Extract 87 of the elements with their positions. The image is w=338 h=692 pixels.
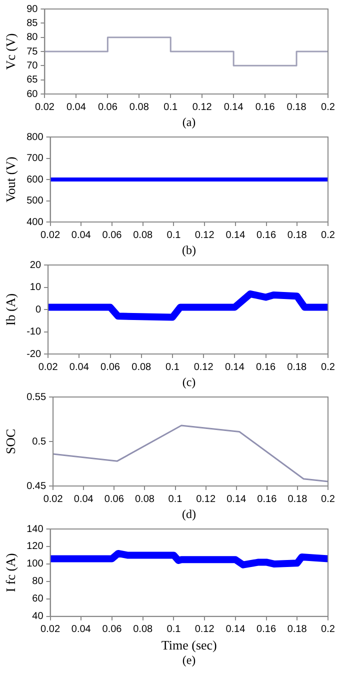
y-tick-label: 120	[26, 541, 44, 552]
x-tick-label: 0.06	[102, 624, 122, 636]
y-tick-label: 0.5	[32, 436, 46, 448]
x-tick-label: 0.12	[194, 230, 215, 241]
x-tick-label: 0.08	[129, 102, 150, 113]
x-tick-label: 0.18	[288, 494, 308, 505]
y-tick-label: 140	[26, 524, 44, 535]
x-tick-label: 0.12	[196, 494, 216, 505]
x-tick-label: 0.1	[166, 624, 182, 636]
y-tick-label: 600	[26, 174, 44, 186]
x-tick-label: 0.08	[134, 494, 155, 505]
y-tick-label: 500	[26, 196, 44, 206]
text: (b)	[181, 243, 197, 257]
y-tick-label: 0	[35, 304, 42, 316]
y-tick-label: 100	[26, 558, 44, 570]
x-tick-label: 0.04	[71, 624, 92, 636]
y-axis-title: Vc (V)	[3, 33, 18, 70]
x-tick-label: 0.14	[224, 102, 244, 113]
x-tick-label: 0.06	[100, 362, 120, 373]
y-tick-label: 10	[30, 282, 42, 293]
y-axis-title: Vout (V)	[3, 156, 18, 202]
text: (a)	[181, 115, 197, 129]
y-tick-label: 80	[32, 576, 44, 588]
x-tick-label: 0.06	[104, 494, 124, 505]
y-tick-label: 85	[26, 18, 38, 29]
x-tick-label: 0.04	[74, 494, 94, 505]
x-tick-label: 0.08	[133, 230, 154, 241]
x-tick-label: 0.16	[257, 494, 278, 505]
x-tick-label: 0.02	[40, 230, 60, 241]
x-tick-label: 0.12	[194, 362, 214, 373]
x-tick-label: 0.06	[98, 102, 118, 113]
y-tick-label: 0.45	[26, 480, 46, 492]
y-tick-label: -20	[26, 348, 42, 360]
x-tick-label: 0.1	[166, 230, 182, 241]
x-tick-label: 0.16	[256, 230, 276, 241]
x-tick-label: 0.04	[66, 102, 86, 113]
y-tick-label: 800	[26, 132, 44, 143]
x-tick-label: 0.2	[321, 362, 336, 373]
y-tick-label: 0.55	[26, 392, 46, 403]
x-tick-label: 0.12	[192, 102, 212, 113]
text: (e)	[181, 653, 197, 667]
y-tick-label: 70	[26, 60, 38, 72]
x-tick-label: 0.1	[164, 102, 178, 113]
x-tick-label: 0.04	[69, 362, 90, 373]
x-tick-label: 0.02	[43, 494, 64, 505]
x-tick-label: 0.14	[226, 494, 247, 505]
x-tick-label: 0.14	[226, 624, 246, 636]
text: (d)	[181, 507, 197, 521]
x-tick-label: 0.02	[40, 624, 60, 636]
x-tick-label: 0.02	[38, 362, 58, 373]
x-tick-label: 0.16	[256, 362, 276, 373]
x-tick-label: 0.2	[321, 102, 336, 113]
x-tick-label: 0.18	[286, 102, 307, 113]
x-tick-label: 0.1	[166, 362, 180, 373]
x-axis-title: Time (sec)	[161, 638, 217, 653]
y-axis-title: I fc (A)	[3, 553, 18, 592]
x-tick-label: 0.16	[256, 624, 276, 636]
x-tick-label: 0.14	[226, 230, 246, 241]
y-tick-label: 60	[26, 88, 38, 100]
x-tick-label: 0.16	[255, 102, 276, 113]
y-tick-label: 65	[26, 74, 38, 86]
x-tick-label: 0.2	[321, 624, 336, 636]
y-tick-label: 40	[32, 611, 44, 622]
y-tick-label: 80	[26, 32, 38, 44]
y-tick-label: 90	[26, 4, 38, 15]
y-tick-label: 20	[30, 260, 42, 271]
x-tick-label: 0.08	[133, 624, 154, 636]
x-tick-label: 0.1	[168, 494, 183, 505]
x-tick-label: 0.18	[287, 362, 308, 373]
y-axis-title: SOC	[3, 428, 18, 454]
x-tick-label: 0.08	[132, 362, 152, 373]
y-tick-label: -10	[26, 326, 42, 338]
y-tick-label: 60	[32, 594, 44, 605]
x-tick-label: 0.06	[102, 230, 122, 241]
x-tick-label: 0.18	[287, 624, 308, 636]
x-tick-label: 0.02	[34, 102, 55, 113]
x-tick-label: 0.18	[287, 230, 308, 241]
x-tick-label: 0.14	[224, 362, 245, 373]
x-tick-label: 0.04	[71, 230, 92, 241]
x-tick-label: 0.12	[194, 624, 215, 636]
x-tick-label: 0.2	[321, 494, 336, 505]
y-tick-label: 700	[26, 153, 44, 164]
x-tick-label: 0.2	[321, 230, 336, 241]
y-tick-label: 400	[26, 216, 44, 228]
y-tick-label: 75	[26, 46, 38, 58]
y-axis-title: Ib (A)	[3, 293, 18, 326]
text: (c)	[181, 375, 197, 389]
